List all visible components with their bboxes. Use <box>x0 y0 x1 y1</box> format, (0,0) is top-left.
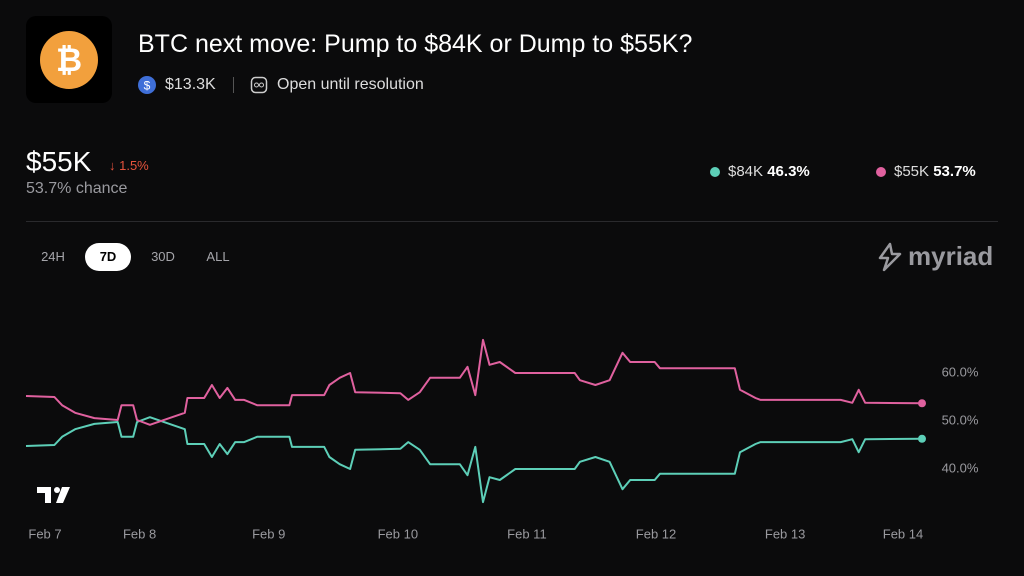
volume: $13.3K <box>165 76 216 93</box>
legend-name: $84K <box>728 163 764 180</box>
x-tick-label: Feb 7 <box>28 526 61 541</box>
legend-value: 53.7% <box>933 163 976 180</box>
brand-name: myriad <box>908 241 994 271</box>
tradingview-logo <box>37 487 70 503</box>
series-line <box>25 338 923 426</box>
price-change: ↓ 1.5% <box>109 158 149 173</box>
divider <box>233 77 234 93</box>
legend-name: $55K <box>894 163 930 180</box>
status: Open until resolution <box>277 76 424 93</box>
clock-icon <box>250 76 268 94</box>
legend-value: 46.3% <box>767 163 810 180</box>
y-tick-label: 60.0% <box>942 364 979 379</box>
market-icon: ₿ <box>26 16 112 103</box>
y-tick-label: 50.0% <box>942 412 979 427</box>
end-dot <box>918 399 926 408</box>
svg-text:₿: ₿ <box>56 41 82 79</box>
brand-mark <box>878 242 902 272</box>
y-tick-label: 40.0% <box>942 460 979 475</box>
x-tick-label: Feb 14 <box>883 526 923 541</box>
x-tick-label: Feb 12 <box>636 526 676 541</box>
chance: 53.7% chance <box>26 180 128 197</box>
series-line <box>25 416 923 504</box>
outcome-price: $55K <box>26 146 92 177</box>
svg-text:$: $ <box>144 79 151 93</box>
legend-item: $55K 53.7% <box>876 163 976 180</box>
range-tab[interactable]: 30D <box>151 249 175 264</box>
usdc-icon: $ <box>138 76 156 94</box>
x-tick-label: Feb 9 <box>252 526 285 541</box>
range-tab[interactable]: 7D <box>85 243 131 271</box>
separator <box>26 221 998 222</box>
x-tick-label: Feb 11 <box>507 526 547 541</box>
range-tab[interactable]: ALL <box>206 249 230 264</box>
legend-item: $84K 46.3% <box>710 163 810 180</box>
market-title: BTC next move: Pump to $84K or Dump to $… <box>138 30 693 58</box>
x-tick-label: Feb 8 <box>123 526 156 541</box>
x-tick-label: Feb 10 <box>378 526 418 541</box>
legend-dot <box>710 167 720 177</box>
range-tab[interactable]: 24H <box>41 249 65 264</box>
bitcoin-logo: ₿ <box>40 31 98 89</box>
x-tick-label: Feb 13 <box>765 526 805 541</box>
end-dot <box>918 434 926 443</box>
legend-dot <box>876 167 886 177</box>
